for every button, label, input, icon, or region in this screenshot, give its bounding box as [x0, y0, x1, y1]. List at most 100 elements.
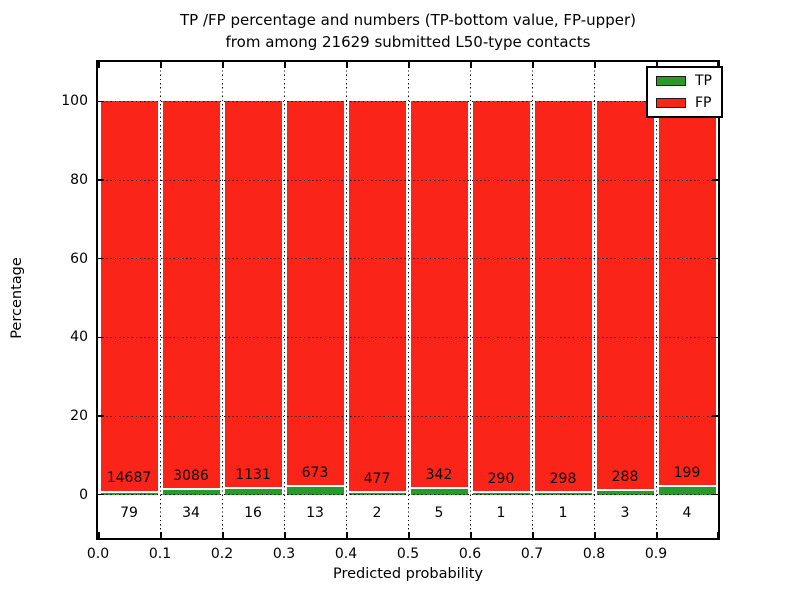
- fp-count-label: 1131: [235, 467, 271, 484]
- x-tickmark: [408, 62, 410, 68]
- y-tick-label: 100: [61, 93, 88, 110]
- bar-tp-segment: [100, 492, 158, 495]
- bar-tp-segment: [162, 490, 220, 495]
- legend: TP FP: [646, 66, 723, 118]
- bar-fp-segment: [286, 101, 344, 486]
- fp-count-label: 288: [611, 468, 639, 485]
- bar-fp-segment: [162, 101, 220, 489]
- tp-count-label: 34: [182, 505, 200, 522]
- legend-swatch-tp-icon: [656, 76, 686, 86]
- gridline-horizontal: [98, 494, 718, 496]
- fp-count-label: 342: [425, 466, 453, 483]
- x-tickmark: [160, 532, 162, 538]
- x-tickmark: [222, 62, 224, 68]
- gridline-vertical: [159, 62, 161, 538]
- chart-title-line1: TP /FP percentage and numbers (TP-bottom…: [180, 11, 636, 29]
- x-tick-label: 0.8: [582, 546, 606, 562]
- legend-swatch-fp-icon: [656, 98, 686, 108]
- y-tick-label: 80: [70, 172, 88, 189]
- fp-count-label: 673: [301, 465, 329, 482]
- x-tick-label: 0.0: [86, 546, 110, 562]
- x-tick-label: 0.6: [458, 546, 482, 562]
- x-tickmark: [470, 62, 472, 68]
- bar-fp-segment: [410, 101, 468, 488]
- tp-count-label: 1: [496, 505, 506, 522]
- gridline-horizontal: [98, 258, 718, 260]
- x-tickmark: [346, 532, 348, 538]
- x-tickmark: [284, 62, 286, 68]
- bar-fp-segment: [534, 101, 592, 492]
- x-tickmark: [470, 532, 472, 538]
- bar-fp-segment: [596, 101, 654, 489]
- x-tick-label: 0.5: [396, 546, 420, 562]
- chart-title: TP /FP percentage and numbers (TP-bottom…: [96, 10, 720, 54]
- x-tick-label: 0.4: [334, 546, 358, 562]
- x-tick-label: 0.3: [272, 546, 296, 562]
- bar-tp-segment: [534, 493, 592, 495]
- chart-title-line2: from among 21629 submitted L50-type cont…: [225, 32, 591, 51]
- tp-count-label: 79: [120, 505, 138, 522]
- legend-label-tp: TP: [695, 73, 712, 89]
- bar-tp-segment: [348, 493, 406, 495]
- gridline-vertical: [655, 62, 657, 538]
- gridline-horizontal: [98, 100, 718, 102]
- tp-count-label: 5: [434, 505, 444, 522]
- x-axis-label: Predicted probability: [332, 566, 484, 582]
- legend-entry-tp: TP: [656, 74, 712, 88]
- x-tickmark: [222, 532, 224, 538]
- bar-tp-segment: [224, 489, 282, 495]
- y-tick-label: 60: [70, 250, 88, 267]
- x-tick-label: 0.7: [520, 546, 544, 562]
- bar-tp-segment: [658, 486, 716, 495]
- x-tick-label: 0.9: [644, 546, 668, 562]
- x-tickmark: [532, 62, 534, 68]
- gridline-vertical: [407, 62, 409, 538]
- x-tickmark: [716, 532, 718, 538]
- bar-tp-segment: [410, 489, 468, 495]
- bar-fp-segment: [100, 101, 158, 491]
- y-tickmark: [98, 336, 104, 339]
- x-tickmark: [98, 532, 100, 538]
- y-tick-label: 0: [79, 486, 88, 503]
- tp-count-label: 3: [620, 505, 630, 522]
- fp-count-label: 298: [549, 471, 577, 488]
- tp-count-label: 1: [558, 505, 568, 522]
- bar-fp-segment: [472, 101, 530, 492]
- y-tick-label: 20: [70, 408, 88, 425]
- x-tickmark: [656, 532, 658, 538]
- legend-entry-fp: FP: [656, 96, 712, 110]
- fp-count-label: 3086: [173, 468, 209, 485]
- tp-count-label: 13: [306, 505, 324, 522]
- y-tickmark: [98, 415, 104, 417]
- fp-count-label: 477: [363, 470, 391, 487]
- gridline-vertical: [345, 62, 347, 538]
- bar-tp-segment: [472, 493, 530, 495]
- tp-count-label: 16: [244, 505, 262, 522]
- gridline-vertical: [593, 62, 595, 538]
- gridline-vertical: [469, 62, 471, 538]
- x-tickmark: [408, 532, 410, 538]
- gridline-vertical: [283, 62, 285, 538]
- fp-count-label: 199: [673, 464, 701, 481]
- gridline-horizontal: [98, 415, 718, 417]
- x-tickmark: [346, 62, 348, 68]
- bar-fp-segment: [348, 101, 406, 492]
- x-tickmark: [656, 62, 658, 68]
- y-tickmark: [712, 493, 718, 496]
- gridline-vertical: [531, 62, 533, 538]
- bar-fp-segment: [658, 101, 716, 485]
- x-tickmark: [98, 62, 100, 68]
- bar-tp-segment: [286, 487, 344, 495]
- x-tickmark: [594, 62, 596, 68]
- bar-tp-segment: [596, 490, 654, 495]
- legend-label-fp: FP: [695, 95, 712, 111]
- gridline-vertical: [221, 62, 223, 538]
- x-tickmark: [284, 532, 286, 538]
- y-tickmark: [712, 415, 718, 417]
- y-tickmark: [98, 100, 104, 103]
- x-tickmark: [716, 62, 718, 68]
- y-tickmark: [712, 336, 718, 339]
- gridline-horizontal: [98, 179, 718, 181]
- y-tickmark: [712, 179, 718, 181]
